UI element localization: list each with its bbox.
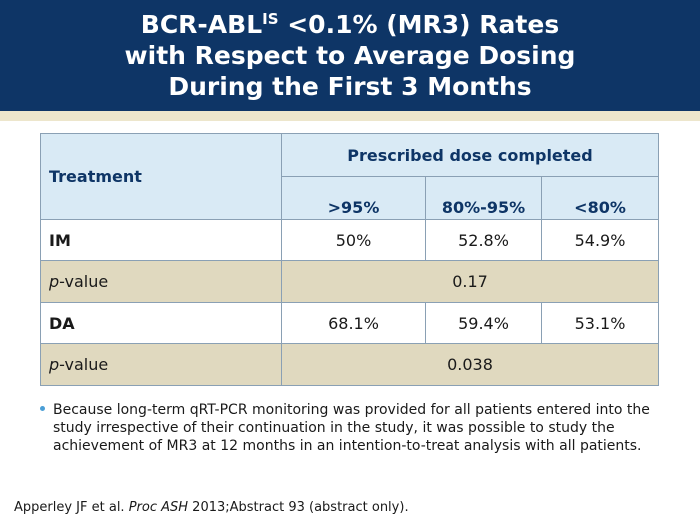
title-line-2: with Respect to Average Dosing (124, 41, 576, 70)
table-cell: 68.1% (281, 302, 426, 344)
title-line-1-suffix: <0.1% (MR3) Rates (278, 10, 560, 39)
p-value-cell: 0.038 (280, 343, 660, 386)
title-line-3: During the First 3 Months (168, 72, 532, 101)
p-value-cell: 0.17 (280, 260, 660, 303)
row-label: p-value (40, 260, 282, 303)
table-cell: 59.4% (425, 302, 542, 344)
bullet-dot-icon (40, 406, 45, 411)
p-italic: p (49, 355, 60, 374)
row-label: p-value (40, 343, 282, 386)
dose-group-header: Prescribed dose completed (280, 133, 660, 177)
slide-title: BCR-ABLIS <0.1% (MR3) Rates with Respect… (0, 0, 700, 111)
citation-authors: Apperley JF et al. (14, 500, 129, 515)
results-table: Treatment Prescribed dose completed >95%… (40, 133, 660, 386)
treatment-header: Treatment (40, 133, 282, 220)
table-cell: 54.9% (540, 219, 660, 261)
column-header: >95% (281, 176, 426, 220)
table-row: p-value 0.17 (40, 260, 660, 303)
title-superscript: IS (262, 10, 279, 28)
citation: Apperley JF et al. Proc ASH 2013;Abstrac… (14, 500, 409, 515)
table-cell: 52.8% (425, 219, 542, 261)
column-header: 80%-95% (425, 176, 542, 220)
p-label-rest: -value (59, 272, 109, 291)
column-header: <80% (540, 176, 660, 220)
p-italic: p (49, 272, 60, 291)
body-top-stripe (0, 111, 700, 121)
bullet-note: Because long-term qRT-PCR monitoring was… (40, 401, 680, 455)
table-cell: 53.1% (540, 302, 660, 344)
row-label: DA (40, 302, 282, 344)
table-row: IM 50% 52.8% 54.9% (40, 219, 660, 261)
row-label: IM (40, 219, 282, 261)
table-row: p-value 0.038 (40, 343, 660, 386)
title-line-1: BCR-ABLIS <0.1% (MR3) Rates (141, 9, 559, 40)
p-label-rest: -value (59, 355, 109, 374)
citation-rest: 2013;Abstract 93 (abstract only). (188, 500, 409, 515)
bullet-text: Because long-term qRT-PCR monitoring was… (53, 402, 650, 454)
table-row: DA 68.1% 59.4% 53.1% (40, 302, 660, 344)
title-line-1-prefix: BCR-ABL (140, 10, 263, 39)
table-cell: 50% (281, 219, 426, 261)
citation-journal: Proc ASH (128, 500, 189, 515)
